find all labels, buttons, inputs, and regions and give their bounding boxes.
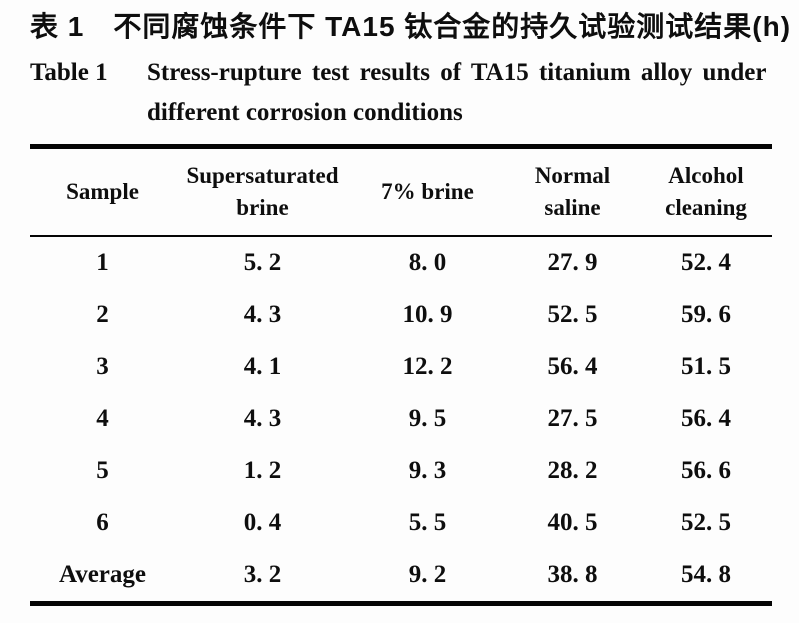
sample-cell: 6 (96, 509, 109, 536)
value-cell: 9. 3 (408, 457, 447, 484)
value-cell: 5. 2 (243, 249, 282, 276)
value-cell: 51. 5 (681, 353, 731, 380)
value-cell: 27. 5 (547, 405, 598, 432)
sample-cell: Average (59, 561, 146, 588)
table-caption-zh: 表 1 不同腐蚀条件下 TA15 钛合金的持久试验测试结果(h) (30, 11, 792, 42)
value-cell: 4. 3 (243, 405, 282, 432)
column-header-normal-saline: Normal saline (505, 146, 640, 237)
caption-line-2: different corrosion conditions (147, 99, 463, 126)
caption-text: Stress-rupture test results of TA15 tita… (147, 53, 772, 133)
table-row: 6 0. 4 5. 5 40. 5 52. 5 (30, 497, 772, 549)
sample-cell: 3 (96, 353, 109, 380)
results-table: Sample Supersaturated brine 7% brine Nor… (30, 144, 772, 606)
value-cell: 52. 5 (547, 301, 598, 328)
paper-table-fragment: 表 1 不同腐蚀条件下 TA15 钛合金的持久试验测试结果(h) Table 1… (30, 11, 792, 606)
value-cell: 9. 2 (408, 561, 447, 588)
value-cell: 52. 5 (681, 509, 731, 536)
table-row: 4 4. 3 9. 5 27. 5 56. 4 (30, 393, 772, 445)
value-cell: 0. 4 (243, 509, 282, 536)
sample-cell: 5 (96, 457, 109, 484)
value-cell: 1. 2 (243, 457, 282, 484)
column-header-supersaturated-brine: Supersaturated brine (175, 146, 350, 237)
table-caption-en: Table 1 Stress-rupture test results of T… (30, 53, 772, 133)
value-cell: 9. 5 (408, 405, 447, 432)
table-row-average: Average 3. 2 9. 2 38. 8 54. 8 (30, 549, 772, 604)
table-row: 2 4. 3 10. 9 52. 5 59. 6 (30, 289, 772, 341)
sample-cell: 2 (96, 301, 109, 328)
value-cell: 56. 6 (681, 457, 731, 484)
column-header-alcohol-cleaning: Alcohol cleaning (640, 146, 772, 237)
value-cell: 54. 8 (681, 561, 731, 588)
header-row: Sample Supersaturated brine 7% brine Nor… (30, 146, 772, 237)
value-cell: 10. 9 (402, 301, 453, 328)
value-cell: 3. 2 (243, 561, 282, 588)
caption-table-label: Table 1 (30, 59, 108, 86)
sample-cell: 4 (96, 405, 109, 432)
value-cell: 4. 1 (243, 353, 282, 380)
table-row: 5 1. 2 9. 3 28. 2 56. 6 (30, 445, 772, 497)
column-header-7pct-brine: 7% brine (350, 146, 505, 237)
table-row: 1 5. 2 8. 0 27. 9 52. 4 (30, 236, 772, 289)
value-cell: 4. 3 (243, 301, 282, 328)
value-cell: 56. 4 (681, 405, 731, 432)
value-cell: 40. 5 (547, 509, 598, 536)
value-cell: 56. 4 (547, 353, 598, 380)
sample-cell: 1 (96, 249, 109, 276)
value-cell: 27. 9 (547, 249, 598, 276)
value-cell: 38. 8 (547, 561, 598, 588)
value-cell: 28. 2 (547, 457, 598, 484)
value-cell: 12. 2 (402, 353, 453, 380)
caption-line-1: Stress-rupture test results of TA15 tita… (147, 59, 767, 86)
value-cell: 5. 5 (408, 509, 447, 536)
value-cell: 59. 6 (681, 301, 731, 328)
value-cell: 8. 0 (408, 249, 447, 276)
table-row: 3 4. 1 12. 2 56. 4 51. 5 (30, 341, 772, 393)
column-header-sample: Sample (30, 146, 175, 237)
value-cell: 52. 4 (681, 249, 731, 276)
